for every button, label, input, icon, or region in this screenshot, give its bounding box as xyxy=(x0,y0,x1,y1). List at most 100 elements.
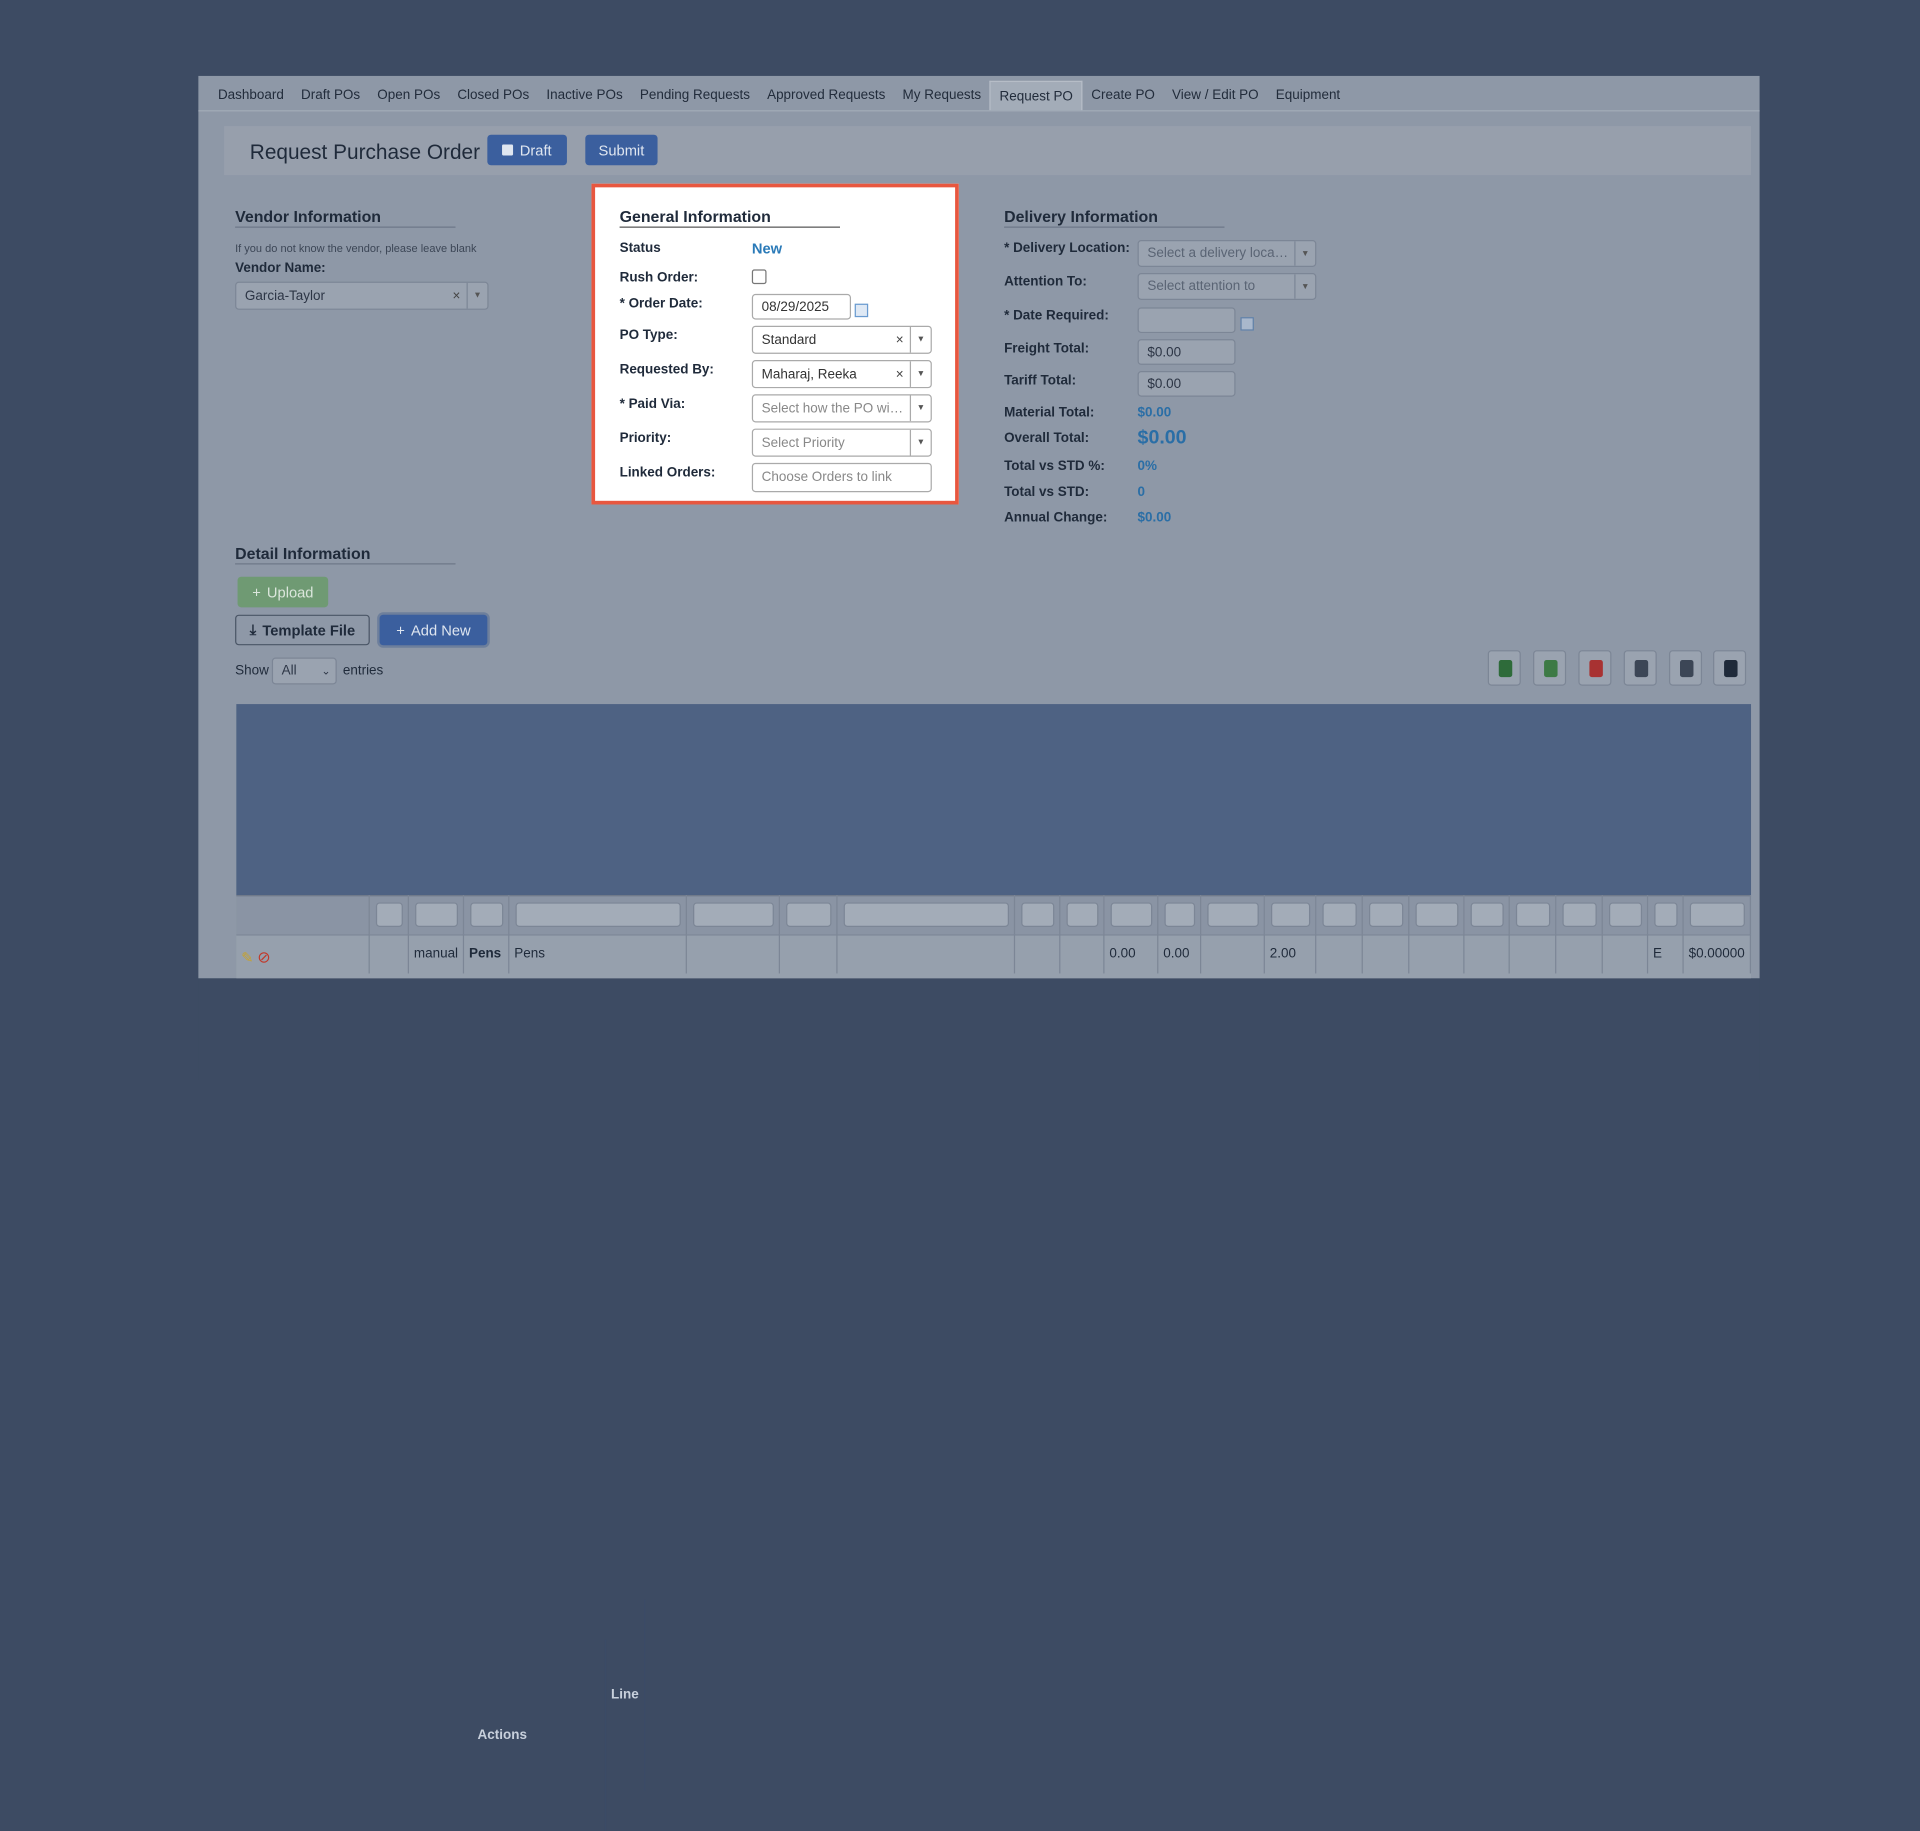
select[interactable]: Select Priority ▼ xyxy=(751,428,932,457)
filter-input[interactable]: Last Ordered Date xyxy=(1164,902,1196,927)
table-cell xyxy=(370,934,409,974)
filter-input[interactable]: W / Cont. xyxy=(1562,902,1597,927)
delete-icon[interactable]: ⊘ xyxy=(257,947,271,967)
filter-input[interactable]: Description xyxy=(470,902,504,927)
field-label: * Date Required: xyxy=(1004,308,1109,324)
tab[interactable]: Create PO xyxy=(1091,88,1155,103)
column-visibility[interactable] xyxy=(1713,650,1747,686)
draft-button[interactable]: Draft xyxy=(487,134,567,166)
filter-input[interactable]: H / Cont. xyxy=(1470,902,1504,927)
tab[interactable]: Draft POs xyxy=(301,88,361,103)
select[interactable]: Select how the PO wi… ▼ xyxy=(751,394,932,423)
field-label: * Order Date: xyxy=(619,296,703,312)
filter-cell xyxy=(1201,895,1265,935)
add-new-button[interactable]: + Add New xyxy=(379,614,488,646)
filter-input[interactable]: Type xyxy=(375,902,403,927)
field-label: Total vs STD: xyxy=(1004,484,1090,500)
table-cell xyxy=(1316,934,1363,974)
select[interactable]: Select attention to ▼ xyxy=(1137,273,1317,301)
tab[interactable]: Dashboard xyxy=(217,88,284,103)
filter-input[interactable]: MOQ xyxy=(1021,902,1055,927)
filter-input[interactable]: Total Wks - Lead Time at time of PO xyxy=(1110,902,1153,927)
amount-value: $0.00 xyxy=(1147,344,1182,360)
cell-text: E xyxy=(1653,946,1663,962)
calendar-icon[interactable] xyxy=(854,303,869,318)
table-cell xyxy=(1363,934,1410,974)
field-label: Material Total: xyxy=(1004,405,1095,421)
filter-input[interactable]: Cube xyxy=(1415,902,1459,927)
filter-cell xyxy=(1648,895,1684,935)
filter-cell xyxy=(780,895,838,935)
print-button[interactable] xyxy=(1668,650,1703,686)
filter-input[interactable]: Inventory Abbreviation xyxy=(515,902,681,927)
tab[interactable]: Inactive POs xyxy=(546,88,623,103)
tab[interactable]: My Requests xyxy=(902,88,982,103)
field-label: Attention To: xyxy=(1004,274,1087,289)
cell-text: Pens xyxy=(514,946,545,962)
amount-input[interactable]: $0.00 xyxy=(1137,339,1236,365)
select[interactable]: Select a delivery loca… ▼ xyxy=(1137,240,1317,267)
filter-input[interactable]: Part # xyxy=(415,902,458,927)
filter-input[interactable]: Weight xyxy=(1368,902,1404,927)
entries-select[interactable]: All ⌄ xyxy=(271,657,337,685)
select[interactable]: Maharaj, Reeka × ▼ xyxy=(751,360,932,389)
table-cell xyxy=(1201,934,1265,974)
icon-glyph xyxy=(1544,660,1558,678)
dropdown-arrow: ▼ xyxy=(909,326,931,353)
amount-input[interactable]: $0.00 xyxy=(1137,371,1236,397)
calendar-icon[interactable] xyxy=(1240,317,1254,331)
field-label: Linked Orders: xyxy=(619,465,716,481)
filter-input[interactable]: Vendor Part # xyxy=(693,902,774,927)
upload-button[interactable]: + Upload xyxy=(237,576,329,608)
save-icon xyxy=(502,144,514,156)
tab[interactable]: Approved Requests xyxy=(767,88,886,103)
filter-cell xyxy=(464,895,510,935)
submit-button[interactable]: Submit xyxy=(585,134,658,166)
cell-text: manual xyxy=(413,946,459,962)
dropdown-arrow: ▼ xyxy=(466,282,488,309)
tab[interactable]: Equipment xyxy=(1275,88,1341,103)
filter-input[interactable]: Unit Price xyxy=(1654,902,1678,927)
filter-input[interactable]: Lead Time (wks) xyxy=(843,902,1009,927)
csv-export[interactable] xyxy=(1533,650,1567,686)
column-header[interactable]: Line xyxy=(606,1599,646,1791)
underline xyxy=(235,226,456,228)
tab[interactable]: Open POs xyxy=(377,88,441,103)
dropdown-arrow: ▼ xyxy=(1294,274,1315,299)
rush-checkbox[interactable] xyxy=(751,269,767,285)
filter-input[interactable]: Total Weeks at time of PO xyxy=(1066,902,1099,927)
filter-input[interactable]: Cont. Type xyxy=(1271,902,1311,927)
vendor-select[interactable]: Garcia-Taylor × ▼ xyxy=(235,281,489,310)
filter-cell xyxy=(1158,895,1202,935)
filter-cell xyxy=(1510,895,1557,935)
select[interactable]: Standard × ▼ xyxy=(751,325,932,354)
header-bar xyxy=(224,126,1752,176)
filter-input[interactable]: Vendor Description xyxy=(786,902,832,927)
tab[interactable]: Pending Requests xyxy=(639,88,750,103)
column-header[interactable]: Actions xyxy=(473,1639,607,1831)
field-label: Requested By: xyxy=(619,362,714,378)
filter-input[interactable]: # Cont. xyxy=(1322,902,1357,927)
tab[interactable]: View / Edit PO xyxy=(1172,88,1259,103)
filter-cell xyxy=(1363,895,1410,935)
pdf-export[interactable] xyxy=(1578,650,1612,686)
cell-text: $0.00000 xyxy=(1688,946,1745,962)
field-label: * Delivery Location: xyxy=(1004,241,1130,256)
filter-input[interactable]: L / Cont. xyxy=(1515,902,1551,927)
field-label: PO Type: xyxy=(619,328,678,343)
order-date-input[interactable]: 08/29/2025 xyxy=(751,293,852,320)
excel-export[interactable] xyxy=(1487,650,1521,686)
filter-input[interactable] xyxy=(1689,902,1745,927)
linked-orders-input[interactable]: Choose Orders to link xyxy=(751,462,932,493)
filter-input[interactable]: U/M xyxy=(1608,902,1643,927)
filter-cell xyxy=(1556,895,1603,935)
dropdown-arrow: ▼ xyxy=(909,429,931,456)
tab[interactable]: Closed POs xyxy=(457,88,530,103)
tab[interactable]: Request PO xyxy=(989,80,1083,111)
field-label: Overall Total: xyxy=(1004,431,1090,446)
filter-input[interactable]: Actual Qty xyxy=(1207,902,1259,927)
edit-icon[interactable]: ✎ xyxy=(241,948,254,967)
date-required-input[interactable] xyxy=(1137,307,1236,334)
template-file-button[interactable]: ⤓ Template File xyxy=(235,614,370,646)
copy-button[interactable] xyxy=(1623,650,1657,686)
